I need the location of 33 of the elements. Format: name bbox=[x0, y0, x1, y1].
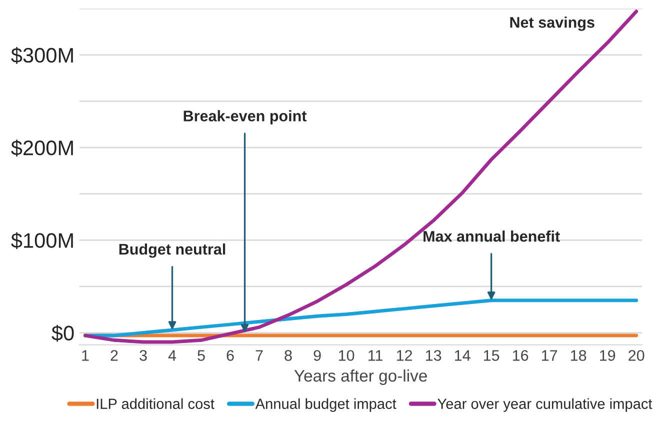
annotation: Budget neutral bbox=[119, 243, 226, 258]
x-tick-label: 15 bbox=[484, 350, 500, 361]
x-tick-label: 1 bbox=[82, 350, 89, 361]
x-axis-title: Years after go-live bbox=[294, 369, 427, 385]
x-tick-label: 19 bbox=[600, 350, 616, 361]
x-tick-label: 20 bbox=[628, 350, 644, 361]
legend-label: Annual budget impact bbox=[255, 398, 396, 412]
x-tick-label: 10 bbox=[338, 350, 354, 361]
y-tick-label: $0 bbox=[52, 324, 74, 342]
annotation: Net savings bbox=[510, 16, 594, 31]
x-tick-label: 7 bbox=[256, 350, 263, 361]
x-tick-label: 4 bbox=[168, 350, 176, 361]
x-tick-label: 11 bbox=[368, 350, 382, 361]
x-tick-label: 6 bbox=[226, 350, 234, 361]
x-tick-label: 14 bbox=[454, 350, 470, 361]
x-tick-label: 12 bbox=[396, 350, 412, 361]
x-tick-label: 17 bbox=[542, 350, 558, 361]
x-tick-label: 5 bbox=[198, 350, 205, 361]
x-tick-label: 9 bbox=[314, 350, 321, 361]
x-tick-label: 13 bbox=[426, 350, 442, 361]
annotation: Max annual benefit bbox=[424, 230, 560, 242]
y-tick-label: $200M bbox=[11, 140, 73, 157]
x-tick-label: 2 bbox=[110, 350, 118, 361]
x-tick-label: 3 bbox=[140, 350, 147, 361]
legend-label: Year over year cumulative impact bbox=[438, 398, 652, 412]
y-tick-label: $300M bbox=[11, 47, 73, 64]
annotation: Break-even point bbox=[184, 110, 307, 124]
legend-label: ILP additional cost bbox=[96, 398, 214, 409]
y-tick-label: $100M bbox=[11, 232, 73, 250]
line-series bbox=[84, 10, 638, 344]
x-tick-label: 18 bbox=[571, 350, 586, 361]
x-tick-label: 16 bbox=[512, 350, 528, 361]
x-tick-label: 8 bbox=[284, 350, 292, 361]
